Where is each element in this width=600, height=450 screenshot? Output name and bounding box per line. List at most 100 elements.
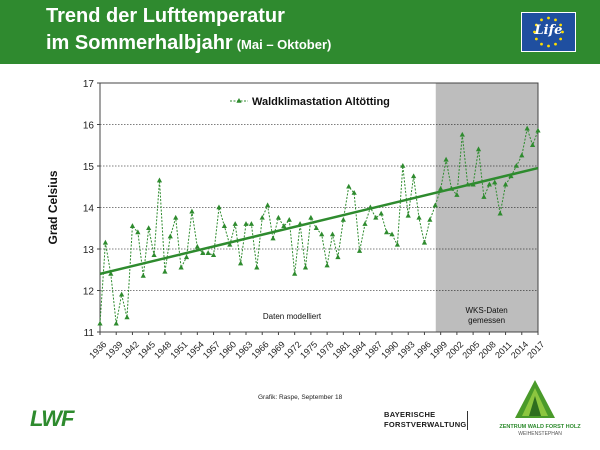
eu-star	[547, 16, 550, 20]
graphic-credit: Grafik: Raspe, September 18	[258, 394, 343, 401]
data-point	[405, 212, 411, 218]
data-point	[481, 194, 487, 199]
x-tick-label: 2005	[460, 339, 481, 360]
data-point	[200, 250, 206, 255]
data-point	[524, 125, 530, 131]
data-point	[221, 223, 227, 228]
y-tick-label: 11	[84, 328, 95, 339]
data-point	[265, 202, 271, 208]
x-tick-label: 1939	[103, 339, 124, 360]
data-point	[140, 272, 146, 278]
data-point	[416, 214, 422, 220]
data-point	[275, 214, 282, 220]
trend-line	[99, 166, 539, 276]
bay-logo-line1: BAYERISCHE	[384, 410, 436, 419]
data-point	[529, 142, 536, 148]
data-point	[237, 260, 244, 266]
x-tick-label: 2011	[493, 339, 514, 360]
zwfh-logo-line2: WEIHENSTEPHAN	[518, 431, 562, 437]
bay-logo-line2: FORSTVERWALTUNG	[384, 420, 467, 429]
eu-star	[561, 30, 564, 34]
eu-star	[554, 42, 557, 46]
data-point	[146, 225, 152, 231]
data-point	[292, 270, 298, 276]
annotation-modelled: Daten modelliert	[263, 312, 322, 321]
data-point	[135, 229, 141, 235]
data-point	[427, 216, 433, 222]
header-bar: Trend der Lufttemperatur im Sommerhalbja…	[0, 0, 600, 64]
x-tick-label: 1999	[428, 339, 449, 360]
data-point	[97, 320, 103, 326]
data-point	[438, 185, 444, 191]
legend-marker	[236, 98, 242, 103]
data-point	[459, 131, 465, 137]
x-tick-label: 1957	[201, 339, 222, 360]
data-point	[502, 181, 509, 187]
data-point	[362, 221, 368, 226]
data-point	[324, 262, 330, 268]
data-point	[454, 192, 460, 197]
eu-star	[534, 37, 538, 41]
x-tick-label: 1954	[185, 339, 206, 360]
annotation-measured-line2: gemessen	[468, 316, 505, 325]
annotation-measured-line1: WKS-Daten	[466, 306, 508, 315]
x-tick-label: 1945	[136, 339, 157, 360]
zwfh-tree-icon	[515, 380, 555, 418]
eu-star	[534, 23, 538, 27]
data-point	[346, 183, 352, 189]
x-tick-label: 1987	[363, 339, 384, 360]
x-tick-label: 1984	[347, 339, 368, 360]
x-tick-label: 1966	[249, 339, 270, 360]
y-tick-label: 16	[83, 121, 95, 132]
data-point	[119, 291, 125, 297]
x-tick-label: 1996	[412, 339, 433, 360]
x-tick-label: 1975	[298, 339, 319, 360]
lwf-logo: LWF	[30, 406, 74, 431]
x-tick-label: 2017	[525, 339, 546, 360]
data-point	[497, 210, 503, 216]
eu-star	[547, 44, 550, 48]
data-point	[194, 243, 200, 249]
data-point	[486, 181, 492, 187]
data-point	[432, 202, 438, 208]
x-tick-label: 1981	[331, 339, 352, 360]
data-point	[156, 177, 163, 183]
data-point	[308, 214, 314, 220]
x-tick-label: 1960	[217, 339, 238, 360]
x-tick-label: 1978	[314, 339, 335, 360]
y-tick-label: 17	[83, 79, 95, 90]
data-point	[340, 216, 346, 222]
data-point	[124, 314, 130, 320]
page-subtitle-main: im Sommerhalbjahr	[46, 32, 233, 54]
y-axis-label: Grad Celsius	[46, 170, 60, 244]
data-point	[351, 189, 357, 195]
y-tick-label: 15	[83, 162, 95, 173]
data-point	[210, 252, 217, 258]
data-point	[519, 152, 525, 158]
data-point	[270, 235, 276, 241]
data-point	[178, 264, 184, 270]
data-point	[259, 214, 265, 220]
x-tick-label: 1990	[379, 339, 400, 360]
data-point	[183, 254, 190, 260]
data-point	[383, 229, 390, 235]
data-point	[286, 216, 292, 222]
data-point	[475, 146, 482, 152]
legend-label: Waldklimastation Altötting	[252, 96, 390, 108]
data-point	[535, 127, 541, 133]
eu-star	[533, 30, 536, 34]
data-point	[411, 173, 417, 179]
x-tick-label: 2008	[477, 339, 498, 360]
data-point	[443, 156, 449, 162]
y-tick-label: 13	[83, 245, 95, 256]
x-tick-label: 1963	[233, 339, 254, 360]
data-point	[173, 214, 179, 220]
data-point	[243, 221, 249, 226]
data-point	[492, 179, 498, 185]
page-subtitle-range: (Mai – Oktober)	[236, 37, 332, 52]
data-point	[394, 241, 401, 247]
temperature-chart: 1112131415161719361939194219451948195119…	[46, 79, 546, 360]
data-point	[162, 268, 168, 274]
series-line	[99, 126, 539, 324]
x-tick-label: 2002	[444, 339, 465, 360]
